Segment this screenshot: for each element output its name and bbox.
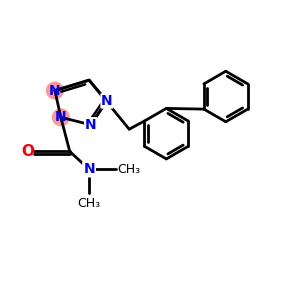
Text: O: O: [22, 144, 34, 159]
Text: CH₃: CH₃: [77, 197, 101, 210]
Text: N: N: [83, 162, 95, 176]
Text: N: N: [49, 84, 61, 98]
Text: N: N: [85, 118, 96, 132]
Text: CH₃: CH₃: [117, 163, 140, 176]
Text: N: N: [55, 110, 67, 124]
Text: N: N: [101, 94, 113, 108]
Circle shape: [46, 82, 63, 99]
Circle shape: [52, 109, 69, 126]
